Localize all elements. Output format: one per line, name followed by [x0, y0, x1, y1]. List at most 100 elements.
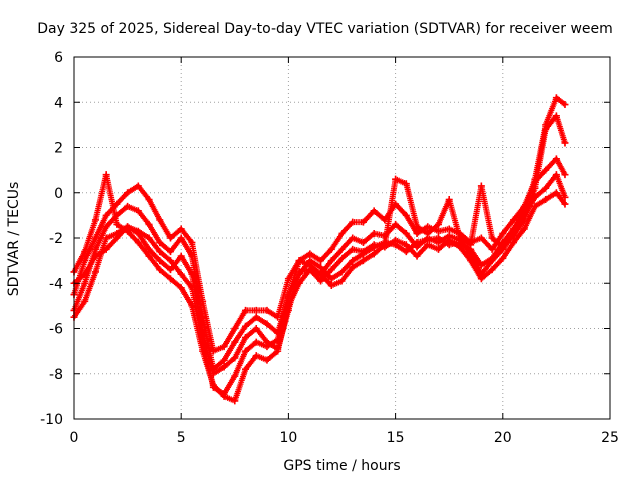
data-point [445, 225, 453, 233]
data-point [295, 279, 303, 287]
data-point [242, 347, 250, 355]
y-tick-label: 0 [54, 186, 63, 202]
data-point [552, 112, 560, 120]
data-point [477, 261, 485, 269]
data-point [231, 354, 239, 362]
data-point [252, 352, 260, 360]
data-point [499, 254, 507, 262]
data-point [510, 239, 518, 247]
axis-ticks: 0 5 10 15 20 25 -10 -8 -6 -4 -2 0 2 4 6 [40, 50, 619, 446]
data-point [177, 234, 185, 242]
data-point [102, 211, 110, 219]
data-point [434, 234, 442, 242]
data-point [156, 257, 164, 265]
data-point [252, 306, 260, 314]
data-point [349, 257, 357, 265]
x-tick-label: 0 [70, 430, 79, 446]
series-trace-3 [70, 189, 569, 378]
data-point [134, 182, 142, 190]
data-point [542, 184, 550, 192]
data-point [91, 252, 99, 260]
data-point [510, 216, 518, 224]
data-point [402, 241, 410, 249]
data-point [488, 245, 496, 253]
data-point [370, 229, 378, 237]
data-point [424, 229, 432, 237]
data-point [413, 252, 421, 260]
data-point [242, 306, 250, 314]
data-point [359, 218, 367, 226]
data-point [263, 320, 271, 328]
data-point [520, 225, 528, 233]
y-tick-label: 4 [54, 95, 63, 111]
data-point [349, 245, 357, 253]
data-point [434, 245, 442, 253]
data-point [263, 343, 271, 351]
data-point [424, 223, 432, 231]
data-point [295, 257, 303, 265]
data-point [199, 347, 207, 355]
data-point [392, 220, 400, 228]
data-point [445, 241, 453, 249]
data-point [317, 257, 325, 265]
data-point [91, 234, 99, 242]
data-point [166, 257, 174, 265]
data-point [306, 257, 314, 265]
y-axis-label: SDTVAR / TECUs [6, 182, 22, 297]
data-point [381, 241, 389, 249]
data-point [188, 252, 196, 260]
data-point [392, 175, 400, 183]
data-point [359, 239, 367, 247]
data-point [188, 239, 196, 247]
data-point [91, 245, 99, 253]
data-point [327, 266, 335, 274]
series-trace-5 [70, 112, 569, 405]
data-point [231, 338, 239, 346]
y-tick-label: 6 [54, 50, 63, 66]
data-point [177, 252, 185, 260]
data-point [113, 200, 121, 208]
x-tick-label: 25 [601, 430, 619, 446]
data-point [510, 232, 518, 240]
data-point [338, 229, 346, 237]
data-point [145, 220, 153, 228]
data-point [456, 234, 464, 242]
data-point [359, 250, 367, 258]
data-point [231, 372, 239, 380]
data-point [113, 234, 121, 242]
data-point [295, 270, 303, 278]
data-point [317, 270, 325, 278]
data-point [338, 254, 346, 262]
x-tick-label: 15 [387, 430, 405, 446]
data-point [306, 266, 314, 274]
data-point [284, 275, 292, 283]
data-point [242, 322, 250, 330]
data-point [413, 223, 421, 231]
data-point [467, 241, 475, 249]
y-tick-label: -8 [49, 367, 63, 383]
data-point [102, 171, 110, 179]
data-points [70, 94, 569, 405]
data-point [263, 306, 271, 314]
data-point [145, 234, 153, 242]
data-point [274, 347, 282, 355]
data-point [488, 266, 496, 274]
data-point [145, 245, 153, 253]
x-tick-label: 10 [279, 430, 297, 446]
data-point [542, 125, 550, 133]
data-point [552, 94, 560, 102]
data-point [166, 248, 174, 256]
data-point [467, 257, 475, 265]
data-point [561, 171, 569, 179]
y-tick-label: -2 [49, 231, 63, 247]
data-point [434, 227, 442, 235]
data-point [134, 227, 142, 235]
data-point [242, 365, 250, 373]
data-point [91, 216, 99, 224]
data-point [531, 184, 539, 192]
data-point [188, 270, 196, 278]
data-point [102, 234, 110, 242]
data-point [124, 202, 132, 210]
data-point [488, 254, 496, 262]
data-point [327, 275, 335, 283]
